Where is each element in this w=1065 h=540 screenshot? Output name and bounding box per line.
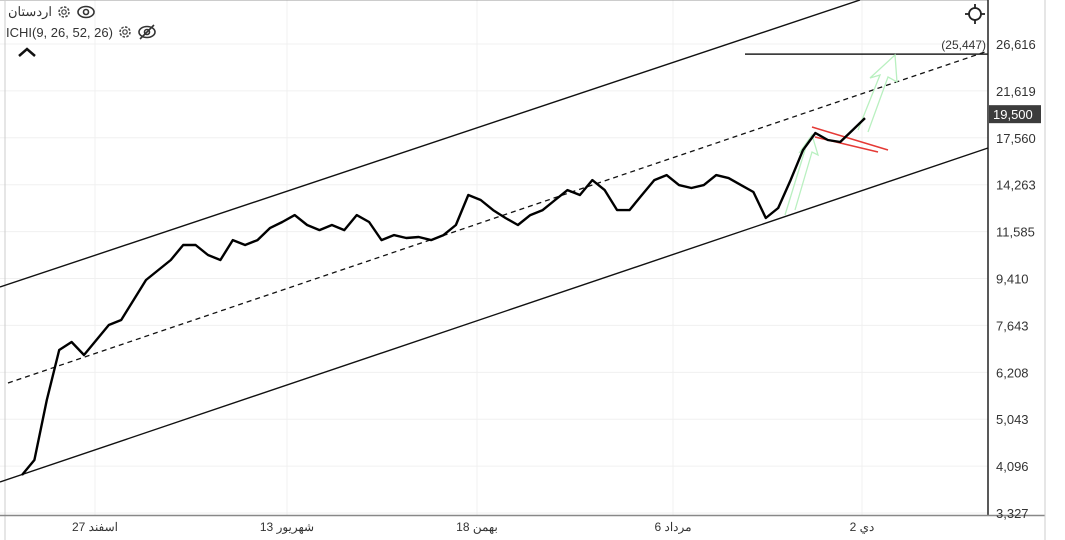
eye-icon[interactable] xyxy=(76,4,96,20)
y-tick-label: 7,643 xyxy=(996,318,1029,333)
y-tick-label: 14,263 xyxy=(996,178,1036,193)
channel-upper-line xyxy=(0,0,861,288)
current-price-label: 19,500 xyxy=(993,107,1033,122)
gear-icon[interactable] xyxy=(56,4,72,20)
channel-mid-dashed-line xyxy=(7,51,986,384)
current-price-badge xyxy=(989,105,1041,124)
indicator-name: ICHI(9, 26, 52, 26) xyxy=(6,24,113,40)
y-tick-label: 21,619 xyxy=(996,84,1036,99)
y-tick-label: 9,410 xyxy=(996,272,1029,287)
y-tick-label: 17,560 xyxy=(996,131,1036,146)
price-line xyxy=(21,117,866,476)
y-tick-label: 3,327 xyxy=(996,506,1029,521)
y-tick-label: 11,585 xyxy=(996,225,1035,240)
y-tick-label: 5,043 xyxy=(996,412,1029,427)
x-tick-label: 13 شهريور xyxy=(260,520,314,534)
channel-lower-line xyxy=(0,147,989,483)
gear-icon[interactable] xyxy=(117,24,133,40)
symbol-name: اردستان xyxy=(8,4,53,19)
eye-off-icon[interactable] xyxy=(137,24,157,40)
y-tick-label: 26,616 xyxy=(996,37,1036,52)
flag-upper-line xyxy=(811,126,889,151)
projection-arrow xyxy=(857,53,898,133)
projection-arrow xyxy=(784,133,820,216)
symbol-legend: اردستان xyxy=(8,4,96,20)
y-tick-label: 4,096 xyxy=(996,459,1029,474)
x-tick-label: 6 مرداد xyxy=(654,520,691,534)
crosshair-icon[interactable] xyxy=(964,3,986,25)
x-tick-label: 27 اسفند xyxy=(72,520,118,534)
chevron-up-icon[interactable] xyxy=(16,44,40,60)
target-level-label: (25,447) xyxy=(941,38,986,52)
indicator-legend: ICHI(9, 26, 52, 26) xyxy=(6,24,157,40)
y-tick-label: 6,208 xyxy=(996,365,1029,380)
x-tick-label: 18 بهمن xyxy=(456,520,498,534)
x-tick-label: 2 دي xyxy=(850,520,875,534)
